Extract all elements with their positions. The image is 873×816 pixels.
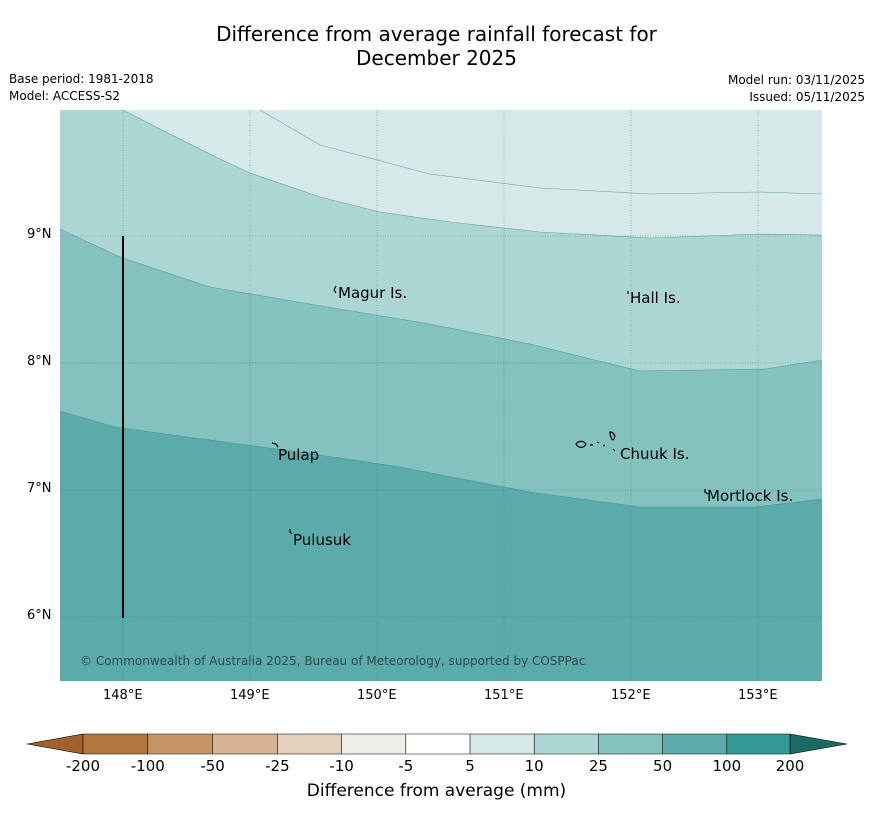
colorbar-bin [147,734,213,754]
band-5-10 [123,110,822,238]
colorbar-tick: 10 [524,757,544,775]
model-name: Model: ACCESS-S2 [9,89,121,103]
lat-label-8n: 8°N [27,354,52,369]
colorbar-bin [212,734,278,754]
colorbar-bin [726,734,790,754]
colorbar-tick: -5 [398,757,414,775]
colorbar-tick: -25 [265,757,290,775]
lat-label-6n: 6°N [27,608,52,623]
contour-lines [59,109,823,508]
place-mortlock: Mortlock Is. [707,487,794,505]
colorbar-bin [470,734,535,754]
colorbar-tick: 100 [712,757,742,775]
islands [271,285,709,535]
lon-label-153e: 153°E [738,688,778,703]
copyright-notice: © Commonwealth of Australia 2025, Bureau… [80,654,586,668]
title-line-1: Difference from average rainfall forecas… [216,22,657,46]
place-pulap: Pulap [278,446,320,464]
lon-label-152e: 152°E [611,688,651,703]
lat-label-9n: 9°N [27,227,52,242]
colorbar-tick: 50 [653,757,673,775]
colorbar-label: Difference from average (mm) [306,781,567,801]
issued-date: Issued: 05/11/2025 [749,90,865,104]
map-title: Difference from average rainfall forecas… [0,22,873,70]
place-pulusuk: Pulusuk [293,531,351,549]
colorbar-bin [405,734,470,754]
lon-label-150e: 150°E [357,688,397,703]
pulusuk-island-shape [289,529,293,535]
colorbar-tick: -50 [200,757,225,775]
title-line-2: December 2025 [356,46,517,70]
colorbar-bin [534,734,599,754]
colorbar-extend-low [26,733,84,755]
pulap-island-shape [271,442,279,448]
colorbar-tick: 25 [588,757,608,775]
colorbar-bin [598,734,663,754]
lat-label-7n: 7°N [27,481,52,496]
base-period: Base period: 1981-2018 [9,72,154,86]
colorbar-tick: 5 [465,757,475,775]
place-chuuk: Chuuk Is. [620,445,690,463]
colorbar-extend-high [789,733,848,755]
colorbar-bin [341,734,406,754]
colorbar-tick: 200 [775,757,805,775]
place-hall: Hall Is. [630,289,681,307]
lon-label-151e: 151°E [484,688,524,703]
mortlock-island-shape [704,489,709,495]
magur-island-shape [333,285,337,294]
colorbar-tick: -200 [65,757,101,775]
meta-right: Model run: 03/11/2025 Issued: 05/11/2025 [728,72,865,106]
colorbar-tick: -10 [329,757,354,775]
meta-left: Base period: 1981-2018 Model: ACCESS-S2 [9,71,154,105]
place-magur: Magur Is. [338,284,408,302]
lon-label-149e: 149°E [230,688,270,703]
lon-label-148e: 148°E [103,688,143,703]
colorbar-bin [662,734,727,754]
colorbar [26,733,848,755]
model-run: Model run: 03/11/2025 [727,73,865,87]
chuuk-island-shape [575,431,616,452]
colorbar-tick: -100 [130,757,165,775]
colorbar-bin [277,734,342,754]
colorbar-bin [83,734,148,754]
